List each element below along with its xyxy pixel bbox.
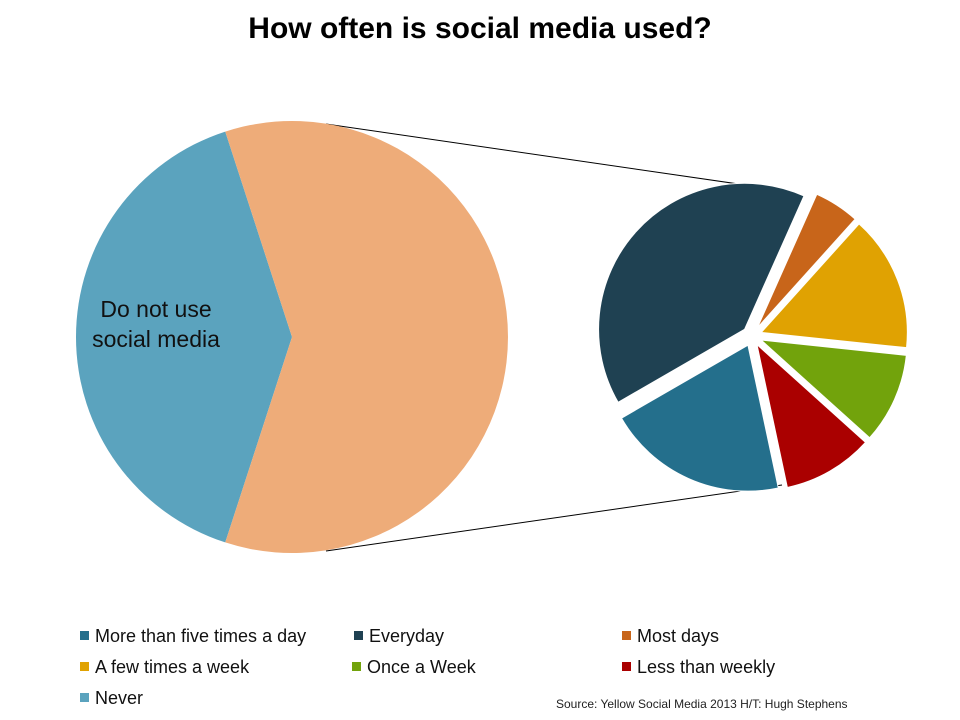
legend-swatch (80, 693, 89, 702)
legend-item-once-a-week: Once a Week (352, 657, 476, 678)
legend-swatch (354, 631, 363, 640)
legend-item-everyday: Everyday (354, 626, 444, 647)
connector-lines (325, 123, 783, 552)
source-note: Source: Yellow Social Media 2013 H/T: Hu… (556, 697, 848, 711)
main-slice-never (75, 131, 292, 543)
legend-item-never: Never (80, 688, 143, 709)
secondary-slice-most-days (756, 193, 856, 328)
secondary-slice-more-than-five-times-a-day (620, 344, 779, 492)
legend-item-a-few-times-a-week: A few times a week (80, 657, 249, 678)
legend-swatch (352, 662, 361, 671)
connector-line-bottom (325, 484, 783, 552)
chart-title: How often is social media used? (248, 12, 712, 45)
legend-swatch (80, 662, 89, 671)
legend-swatch (622, 631, 631, 640)
legend-item-less-than-weekly: Less than weekly (622, 657, 775, 678)
connector-line-top (325, 123, 767, 189)
secondary-slice-a-few-times-a-week (760, 223, 908, 349)
main-pie (75, 121, 508, 554)
legend-item-more-than-five-times-a-day: More than five times a day (80, 626, 306, 647)
legend-item-most-days: Most days (622, 626, 719, 647)
legend-swatch (80, 631, 89, 640)
secondary-slice-once-a-week (759, 339, 907, 439)
legend-swatch (622, 662, 631, 671)
main-slice-use-social-media (225, 121, 508, 554)
secondary-slice-everyday (598, 182, 805, 403)
secondary-slice-less-than-weekly (756, 343, 867, 489)
main-slice-label-never: Do not use social media (92, 296, 220, 352)
secondary-pie (598, 182, 908, 492)
